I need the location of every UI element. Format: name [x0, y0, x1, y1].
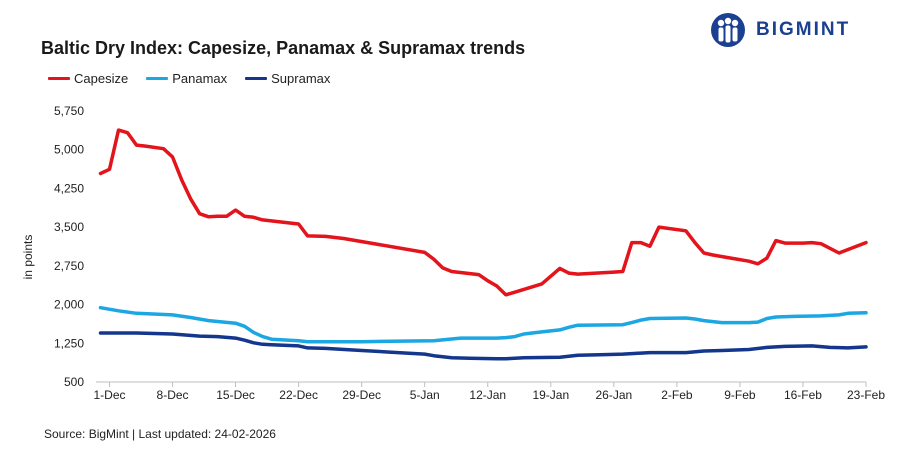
legend-item-capesize: Capesize — [48, 71, 128, 86]
x-tick-label: 23-Feb — [847, 388, 885, 402]
x-tick-label: 19-Jan — [532, 388, 569, 402]
legend-label-capesize: Capesize — [74, 71, 129, 86]
chart-legend: Capesize Panamax Supramax — [48, 71, 348, 86]
source-note: Source: BigMint | Last updated: 24-02-20… — [44, 427, 276, 441]
legend-swatch-capesize — [48, 77, 70, 80]
legend-swatch-panamax — [146, 77, 169, 80]
y-tick-label: 4,250 — [54, 181, 84, 195]
x-tick-label: 26-Jan — [595, 388, 632, 402]
bigmint-logo: BIGMINT — [710, 12, 900, 48]
legend-item-panamax: Panamax — [146, 71, 227, 86]
y-tick-label: 5,750 — [54, 104, 84, 118]
legend-label-supramax: Supramax — [271, 71, 331, 86]
y-tick-label: 2,750 — [54, 259, 84, 273]
y-tick-label: 500 — [64, 375, 84, 389]
bigmint-logo-text: BIGMINT — [756, 19, 851, 40]
x-tick-label: 16-Feb — [784, 388, 822, 402]
x-tick-label: 8-Dec — [157, 388, 189, 402]
x-tick-label: 12-Jan — [469, 388, 506, 402]
legend-swatch-supramax — [245, 77, 268, 80]
y-tick-label: 5,000 — [54, 143, 84, 157]
x-tick-label: 9-Feb — [724, 388, 756, 402]
x-tick-label: 5-Jan — [410, 388, 440, 402]
bigmint-logo-icon — [711, 13, 745, 47]
y-tick-label: 2,000 — [54, 298, 84, 312]
x-tick-label: 22-Dec — [279, 388, 318, 402]
series-line-supramax — [98, 331, 868, 361]
y-tick-label: 1,250 — [54, 336, 84, 350]
x-tick-label: 29-Dec — [342, 388, 381, 402]
x-tick-label: 2-Feb — [661, 388, 693, 402]
x-tick-label: 1-Dec — [94, 388, 126, 402]
y-tick-label: 3,500 — [54, 220, 84, 234]
chart-title: Baltic Dry Index: Capesize, Panamax & Su… — [41, 38, 526, 58]
series-line-capesize — [98, 128, 868, 297]
legend-item-supramax: Supramax — [245, 71, 330, 86]
series-line-panamax — [98, 305, 868, 344]
legend-label-panamax: Panamax — [172, 71, 228, 86]
x-tick-label: 15-Dec — [216, 388, 255, 402]
